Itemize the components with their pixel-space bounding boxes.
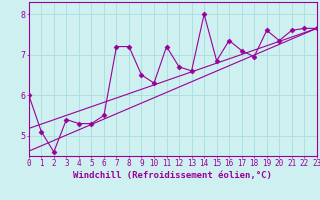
X-axis label: Windchill (Refroidissement éolien,°C): Windchill (Refroidissement éolien,°C) (73, 171, 272, 180)
